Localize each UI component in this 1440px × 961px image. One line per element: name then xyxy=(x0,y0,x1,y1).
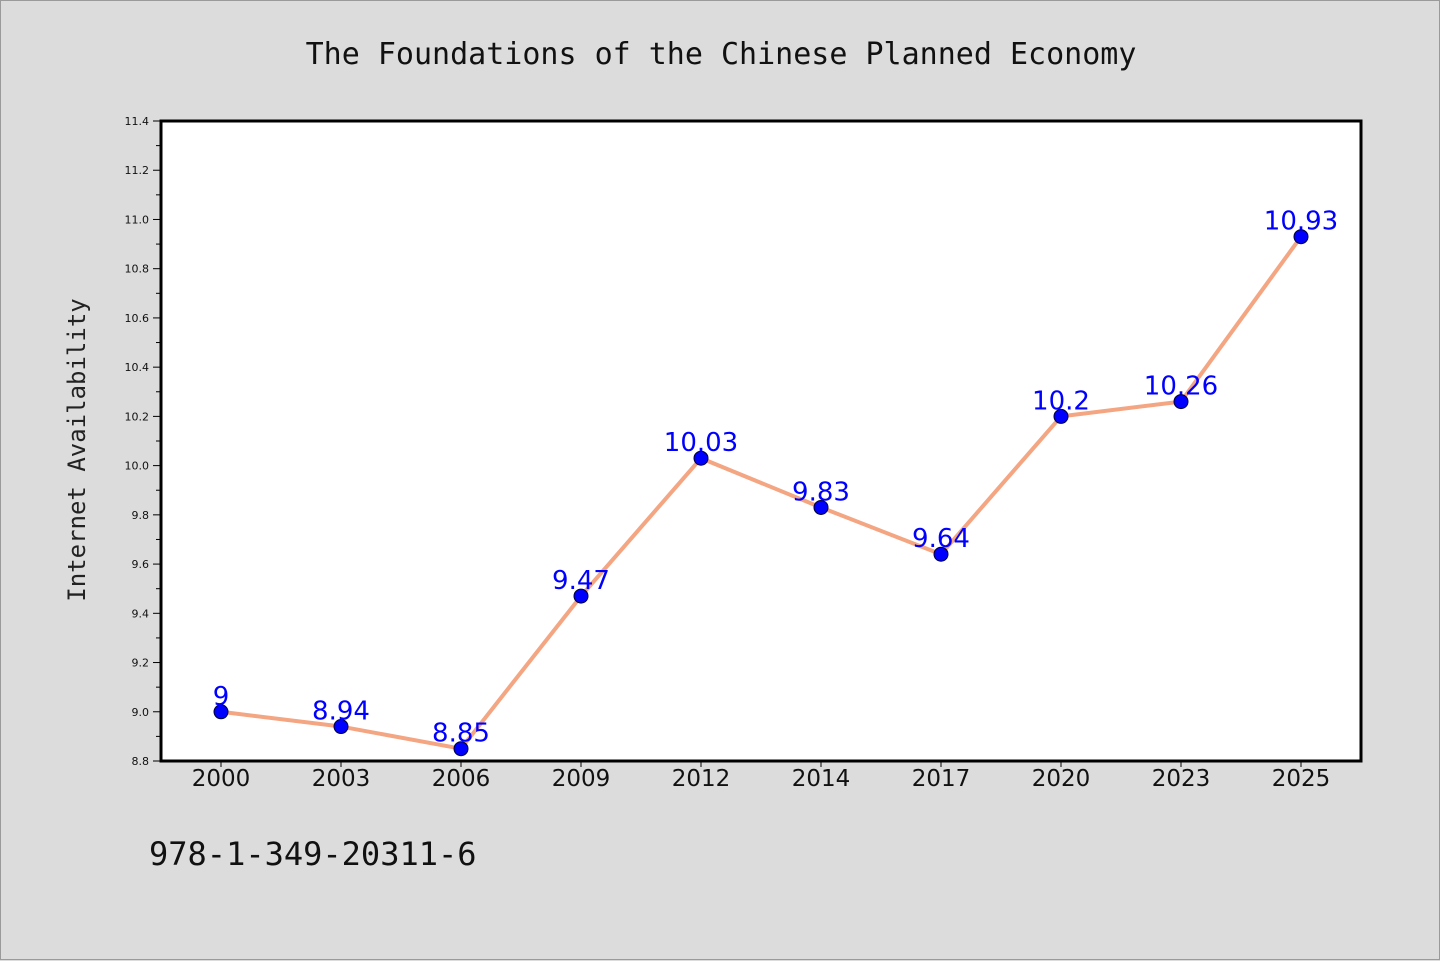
x-tick-label: 2017 xyxy=(912,766,971,792)
x-tick-label: 2020 xyxy=(1032,766,1091,792)
data-label: 9.64 xyxy=(912,524,970,554)
data-point xyxy=(1293,229,1309,245)
x-tick-label: 2025 xyxy=(1272,766,1331,792)
x-tick-label: 2014 xyxy=(792,766,851,792)
y-tick-label: 9.0 xyxy=(132,706,150,719)
y-tick-label: 10.8 xyxy=(125,263,150,276)
data-label: 9.47 xyxy=(552,566,610,596)
data-point xyxy=(1173,394,1189,410)
x-tick-label: 2003 xyxy=(312,766,371,792)
data-label: 10.93 xyxy=(1264,207,1338,237)
y-tick-label: 10.2 xyxy=(125,410,150,423)
series-line-group xyxy=(219,234,1303,751)
y-tick-label: 9.2 xyxy=(132,657,150,670)
data-point xyxy=(693,450,709,466)
y-tick-label: 11.2 xyxy=(125,164,150,177)
isbn-text: 978-1-349-20311-6 xyxy=(149,835,477,873)
data-point xyxy=(333,719,349,735)
chart-title: The Foundations of the Chinese Planned E… xyxy=(306,37,1137,72)
data-markers xyxy=(213,229,1309,757)
y-tick-label: 9.8 xyxy=(132,509,150,522)
y-tick-label: 9.6 xyxy=(132,558,150,571)
y-tick-label: 9.4 xyxy=(132,607,150,620)
y-tick-label: 11.0 xyxy=(125,213,150,226)
x-axis-ticks: 2000 2003 2006 2009 2012 2014 2017 2020 2023 2025 xyxy=(192,761,1331,792)
y-axis-label: Internet Availability xyxy=(63,298,91,601)
data-point xyxy=(1053,408,1069,424)
y-tick-label: 8.8 xyxy=(132,755,150,768)
data-point xyxy=(813,499,829,515)
data-labels: 9 8.94 8.85 9.47 10.03 9.83 9.64 10.2 10.26 10.93 xyxy=(213,207,1338,749)
x-tick-label: 2023 xyxy=(1152,766,1211,792)
y-tick-label: 10.4 xyxy=(125,361,150,374)
series-line xyxy=(219,234,1303,751)
data-label: 9 xyxy=(213,682,230,712)
x-tick-label: 2000 xyxy=(192,766,251,792)
data-label: 8.94 xyxy=(312,697,370,727)
data-label: 9.83 xyxy=(792,477,850,507)
data-label: 10.26 xyxy=(1144,372,1218,402)
x-tick-label: 2006 xyxy=(432,766,491,792)
x-tick-label: 2009 xyxy=(552,766,611,792)
data-point xyxy=(933,546,949,562)
data-point xyxy=(573,588,589,604)
x-tick-label: 2012 xyxy=(672,766,731,792)
data-label: 8.85 xyxy=(432,719,490,749)
plot-frame xyxy=(159,119,1363,763)
y-tick-label: 10.0 xyxy=(125,460,150,473)
data-point xyxy=(453,741,469,757)
y-tick-label: 11.4 xyxy=(125,115,150,128)
data-label: 10.2 xyxy=(1032,386,1090,416)
y-axis-ticks: 8.8 9.0 9.2 9.4 9.6 9.8 10.0 10.2 10.4 10.6 10.8 11… xyxy=(125,115,161,768)
data-label: 10.03 xyxy=(664,428,738,458)
y-tick-label: 10.6 xyxy=(125,312,150,325)
data-point xyxy=(213,704,229,720)
plot-area xyxy=(161,121,1361,761)
